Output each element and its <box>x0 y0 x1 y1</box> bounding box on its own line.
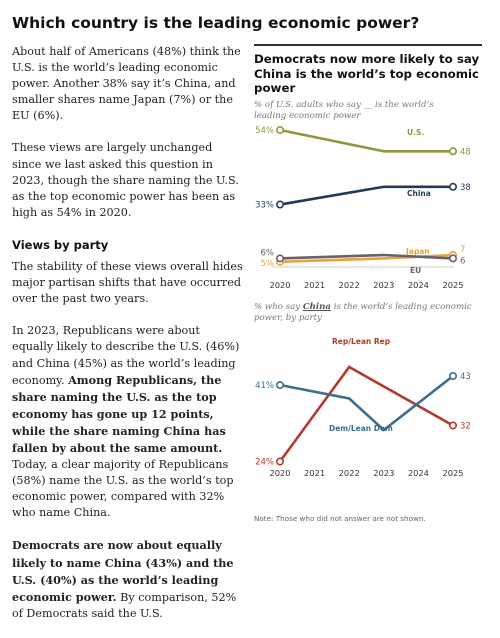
series-label-dem-lean-dem: Dem/Lean Dem <box>329 424 393 433</box>
data-point-eu <box>449 254 458 263</box>
data-point-rep-lean-rep <box>275 457 284 466</box>
x-tick-label: 2022 <box>339 280 360 290</box>
chart-top-rule <box>254 44 482 46</box>
series-label-u-s: U.S. <box>407 128 424 137</box>
x-tick-label: 2021 <box>304 468 325 478</box>
chart-overall: 54% 48 33% 38 5% 7 6% 6 U.S. China Japan EU 2020 2021… <box>255 126 471 290</box>
section-heading-party: Views by party <box>12 237 109 252</box>
chart-title: Democrats now more likely to say China i… <box>254 52 480 95</box>
chart1-subtitle: % of U.S. adults who say __ is the world… <box>254 99 434 121</box>
article-title: Which country is the leading economic po… <box>12 14 420 32</box>
x-tick-label: 2023 <box>373 280 394 290</box>
data-label-u-s-start: 54% <box>255 126 274 136</box>
series-line-eu <box>279 253 454 260</box>
data-point-rep-lean-rep <box>449 421 458 430</box>
chart2-subtitle-end: is the world’s leading economic power, b… <box>254 302 472 323</box>
x-tick-label: 2020 <box>269 280 290 290</box>
series-line-u-s <box>279 128 453 153</box>
x-tick-label: 2025 <box>442 280 463 290</box>
series-label-japan: Japan <box>405 247 430 256</box>
data-point-dem-lean-dem <box>275 380 284 389</box>
data-point-u-s <box>275 126 284 135</box>
paragraph-1: About half of Americans (48%) think the … <box>12 45 241 123</box>
data-label-u-s-end: 48 <box>460 147 471 157</box>
chart2-subtitle-china: China <box>302 302 331 312</box>
series-line-dem-lean-dem <box>279 374 454 432</box>
series-line-china <box>279 185 453 206</box>
x-tick-label: 2025 <box>442 468 463 478</box>
chart-panel: Democrats now more likely to say China i… <box>254 44 490 122</box>
series-label-eu: EU <box>410 266 421 275</box>
paragraph-4-intro: In 2023, Republicans were about equally … <box>12 324 240 387</box>
article-body: About half of Americans (48%) think the … <box>12 44 244 638</box>
data-label-dem-lean-dem-end: 43 <box>460 372 471 382</box>
data-label-rep-lean-rep-end: 32 <box>460 422 471 432</box>
x-tick-label: 2023 <box>373 468 394 478</box>
paragraph-4: In 2023, Republicans were about equally … <box>12 323 244 521</box>
paragraph-4-bold: Among Republicans, the share naming the … <box>12 372 226 455</box>
series-label-rep-lean-rep: Rep/Lean Rep <box>332 337 391 346</box>
data-label-eu-end: 6 <box>460 256 465 266</box>
data-label-dem-lean-dem-start: 41% <box>255 381 274 391</box>
data-label-eu-start: 6% <box>261 248 275 258</box>
data-point-eu <box>275 254 284 263</box>
data-point-u-s <box>449 147 458 156</box>
data-point-china <box>449 182 458 191</box>
paragraph-4-rest: Today, a clear majority of Republicans (… <box>12 458 234 520</box>
x-tick-label: 2022 <box>339 468 360 478</box>
paragraph-2: These views are largely unchanged since … <box>12 141 239 219</box>
chart-by-party: 24% 32 41% 43 Rep/Lean Rep Dem/Lean Dem 2020 20… <box>255 337 471 478</box>
series-line-rep-lean-rep <box>278 365 454 463</box>
data-label-china-end: 38 <box>460 183 471 193</box>
chart2-subtitle: % who say China is the world’s leading e… <box>254 302 480 324</box>
data-point-dem-lean-dem <box>449 371 458 380</box>
paragraph-3: The stability of these views overall hid… <box>12 260 243 306</box>
series-label-china: China <box>407 189 431 198</box>
data-label-rep-lean-rep-start: 24% <box>255 458 274 468</box>
chart-note: Note: Those who did not answer are not s… <box>254 514 426 523</box>
data-point-china <box>275 200 284 209</box>
data-label-china-start: 33% <box>255 201 274 211</box>
paragraph-5: Democrats are now about equally likely t… <box>12 537 244 621</box>
data-label-japan-end: 7 <box>460 245 465 255</box>
x-tick-label: 2021 <box>304 280 325 290</box>
chart2-subtitle-start: % who say <box>254 302 303 312</box>
x-tick-label: 2024 <box>408 468 429 478</box>
x-tick-label: 2020 <box>269 468 290 478</box>
data-label-japan-start: 5% <box>261 259 275 269</box>
x-tick-label: 2024 <box>408 280 429 290</box>
